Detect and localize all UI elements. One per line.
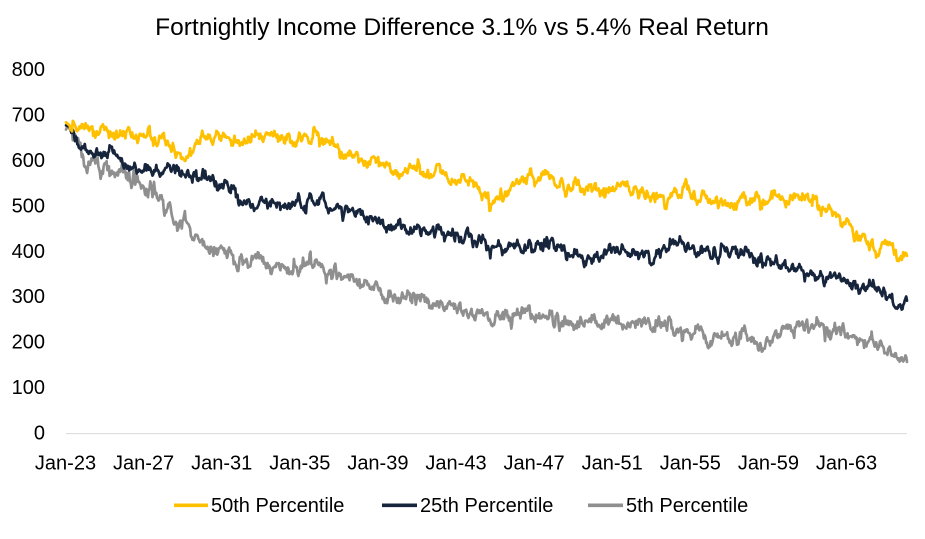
svg-text:50th Percentile: 50th Percentile bbox=[211, 495, 344, 517]
svg-text:Jan-55: Jan-55 bbox=[660, 453, 721, 475]
svg-text:Jan-51: Jan-51 bbox=[582, 453, 643, 475]
svg-text:600: 600 bbox=[12, 150, 45, 172]
svg-text:5th Percentile: 5th Percentile bbox=[626, 495, 748, 517]
svg-text:25th Percentile: 25th Percentile bbox=[420, 495, 553, 517]
svg-text:Jan-63: Jan-63 bbox=[816, 453, 877, 475]
svg-text:Jan-27: Jan-27 bbox=[113, 453, 174, 475]
svg-text:Jan-31: Jan-31 bbox=[191, 453, 252, 475]
svg-text:Fortnightly Income Difference: Fortnightly Income Difference 3.1% vs 5.… bbox=[155, 14, 769, 41]
svg-text:Jan-39: Jan-39 bbox=[347, 453, 408, 475]
svg-text:Jan-47: Jan-47 bbox=[504, 453, 565, 475]
svg-text:400: 400 bbox=[12, 241, 45, 263]
svg-text:800: 800 bbox=[12, 59, 45, 81]
svg-text:100: 100 bbox=[12, 377, 45, 399]
svg-text:500: 500 bbox=[12, 195, 45, 217]
svg-text:Jan-23: Jan-23 bbox=[35, 453, 96, 475]
svg-text:700: 700 bbox=[12, 104, 45, 126]
svg-text:300: 300 bbox=[12, 286, 45, 308]
svg-text:Jan-43: Jan-43 bbox=[425, 453, 486, 475]
svg-text:Jan-59: Jan-59 bbox=[738, 453, 799, 475]
svg-text:200: 200 bbox=[12, 332, 45, 354]
svg-text:Jan-35: Jan-35 bbox=[269, 453, 330, 475]
svg-text:0: 0 bbox=[34, 423, 45, 445]
